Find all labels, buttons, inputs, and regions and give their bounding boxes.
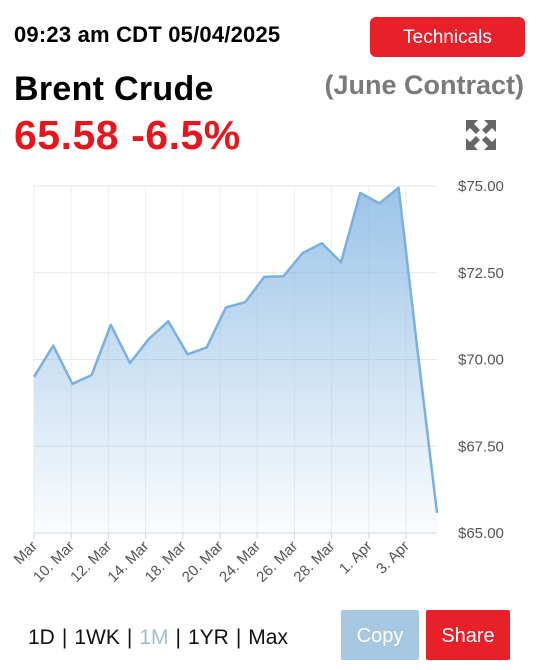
x-tick-label: 1. Apr [336,538,376,578]
price-change: -6.5% [131,112,241,158]
x-tick-label: 28. Mar [290,538,338,586]
y-tick-label: $72.50 [458,265,504,282]
y-axis-labels: $75.00 $72.50 $70.00 $67.50 $65.00 [458,178,504,542]
range-separator: | [126,626,133,649]
price-area [34,187,437,533]
x-tick-label: 3. Apr [373,538,413,578]
y-tick-label: $75.00 [458,178,504,195]
range-option[interactable]: 1M [139,626,169,649]
range-option[interactable]: Max [248,626,288,649]
copy-button[interactable]: Copy [341,610,419,660]
range-selector: 1D | 1WK | 1M | 1YR | Max [28,626,288,650]
expand-arrows-icon[interactable] [464,118,498,152]
range-separator: | [61,626,68,649]
x-tick-label: Mar [11,538,41,568]
commodity-title: Brent Crude [14,70,214,108]
share-button[interactable]: Share [426,610,510,660]
timestamp: 09:23 am CDT 05/04/2025 [14,22,281,47]
y-tick-label: $67.50 [458,438,504,455]
price-line-series [32,186,439,514]
price-value: 65.58 [14,112,120,158]
price-line: 65.58 -6.5% [14,112,253,159]
range-separator: | [235,626,242,649]
y-tick-label: $70.00 [458,352,504,369]
y-tick-label: $65.00 [458,525,504,542]
range-option[interactable]: 1WK [74,626,120,649]
range-option[interactable]: 1YR [187,626,229,649]
range-option[interactable]: 1D [28,626,55,649]
technicals-button[interactable]: Technicals [370,17,525,57]
contract-label: (June Contract) [324,70,524,100]
range-separator: | [175,626,181,649]
